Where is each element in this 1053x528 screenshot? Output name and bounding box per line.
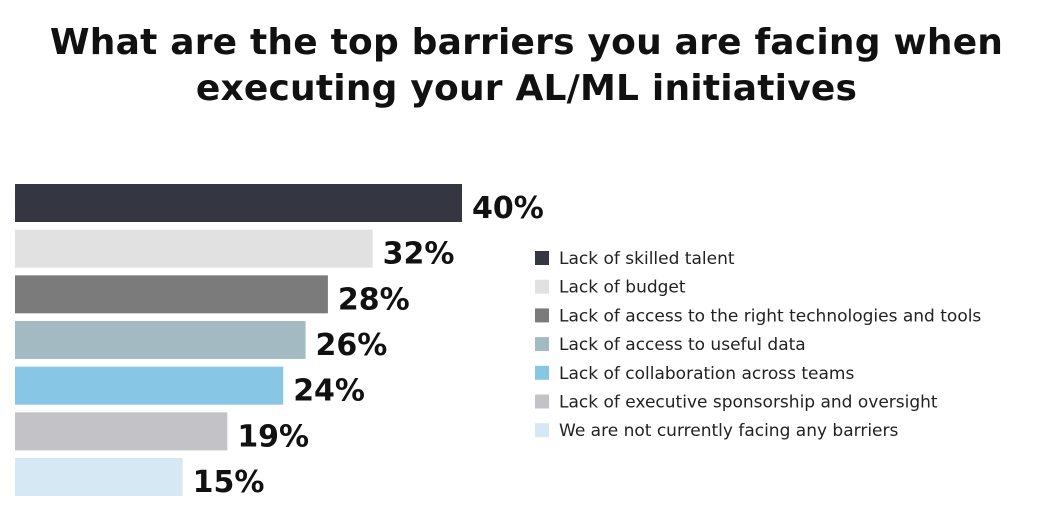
legend-label-4: Lack of access to useful data xyxy=(559,335,806,355)
bar-6 xyxy=(15,412,228,451)
chart-title-line-2: executing your AL/ML initiatives xyxy=(195,68,858,109)
bar-value-label-3: 28% xyxy=(338,282,410,317)
value-labels-group: 40% 32% 28% 26% 24% 19% 15% xyxy=(193,191,544,500)
chart-title-line-1: What are the top barriers you are facing… xyxy=(49,22,1004,63)
bar-5 xyxy=(15,366,284,405)
bar-value-label-4: 26% xyxy=(316,328,388,363)
legend-label-1: Lack of skilled talent xyxy=(559,249,735,269)
legend-swatch-6 xyxy=(535,394,549,409)
legend-label-6: Lack of executive sponsorship and oversi… xyxy=(559,393,938,413)
bar-7 xyxy=(15,458,183,497)
bar-value-label-1: 40% xyxy=(472,191,544,226)
legend-label-7: We are not currently facing any barriers xyxy=(559,421,898,441)
legend-swatch-1 xyxy=(535,251,549,265)
legend-swatch-3 xyxy=(535,308,549,323)
bar-value-label-6: 19% xyxy=(237,419,309,454)
bar-value-label-5: 24% xyxy=(293,374,365,409)
chart-title: What are the top barriers you are facing… xyxy=(0,20,1053,112)
legend-swatch-2 xyxy=(535,279,549,294)
legend-label-5: Lack of collaboration across teams xyxy=(559,364,854,384)
legend-swatch-4 xyxy=(535,337,549,352)
legend-label-2: Lack of budget xyxy=(559,278,686,298)
legend-label-3: Lack of access to the right technologies… xyxy=(559,306,981,326)
bar-1 xyxy=(15,184,462,222)
legend-swatch-5 xyxy=(535,365,549,380)
bar-value-label-2: 32% xyxy=(383,237,455,272)
bar-3 xyxy=(15,275,328,314)
legend: Lack of skilled talent Lack of budget Lack… xyxy=(535,249,981,441)
bar-2 xyxy=(15,229,373,268)
bar-value-label-7: 15% xyxy=(193,465,265,500)
legend-swatch-7 xyxy=(535,423,549,438)
bar-4 xyxy=(15,321,306,360)
bars-group xyxy=(15,184,462,497)
